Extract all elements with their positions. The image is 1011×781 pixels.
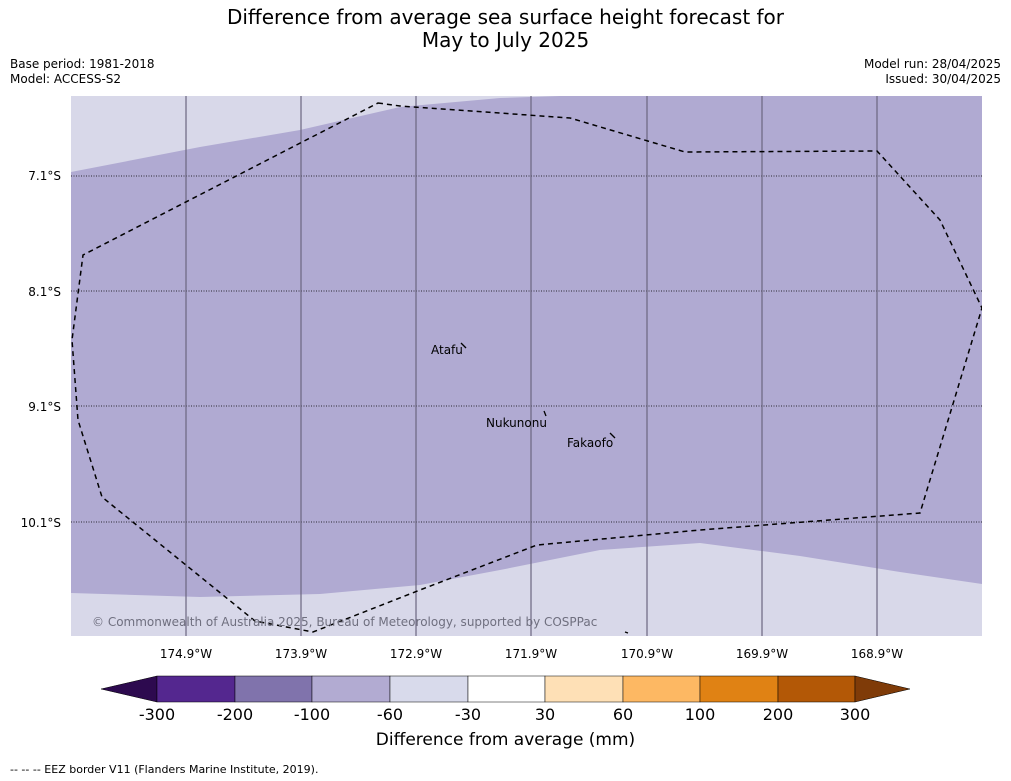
colorbar-swatch [100, 675, 158, 703]
lon-label: 174.9°W [160, 647, 212, 661]
map-title-line1: Difference from average sea surface heig… [226, 5, 785, 29]
model-run: Model run: 28/04/2025 [863, 57, 1001, 71]
colorbar-tick: -60 [377, 705, 403, 724]
colorbar-ticks: -300 -200 -100 -60 -30 30 60 100 200 300 [139, 705, 870, 724]
lon-label: 170.9°W [621, 647, 673, 661]
colorbar-swatches [100, 675, 911, 703]
place-labels: Atafu Nukunonu Fakaofo [431, 343, 613, 450]
colorbar-tick: 100 [685, 705, 716, 724]
lat-label: 8.1°S [28, 285, 61, 299]
meridians [185, 96, 878, 636]
place-label-fakaofo: Fakaofo [567, 436, 613, 450]
small-island [624, 631, 629, 634]
colorbar-swatch [544, 675, 624, 703]
lon-label: 171.9°W [505, 647, 557, 661]
copyright-notice: © Commonwealth of Australia 2025, Bureau… [92, 615, 597, 629]
eez-legend-footer: -- -- -- EEZ border V11 (Flanders Marine… [10, 763, 319, 776]
colorbar: -300 -200 -100 -60 -30 30 60 100 200 300 [100, 675, 911, 724]
map-title-line2: May to July 2025 [421, 28, 590, 52]
colorbar-tick: 60 [613, 705, 633, 724]
field-anomaly-band [71, 96, 982, 597]
colorbar-tick: -300 [139, 705, 175, 724]
islands [460, 342, 629, 634]
colorbar-swatch [622, 675, 701, 703]
base-period: Base period: 1981-2018 [10, 57, 155, 71]
colorbar-tick: -30 [455, 705, 481, 724]
colorbar-tick: -200 [217, 705, 253, 724]
latitude-labels: 7.1°S 8.1°S 9.1°S 10.1°S [21, 169, 61, 530]
colorbar-swatch [467, 675, 546, 703]
lon-label: 173.9°W [275, 647, 327, 661]
model-name: Model: ACCESS-S2 [10, 72, 122, 86]
place-label-nukunonu: Nukunonu [486, 416, 547, 430]
colorbar-title: Difference from average (mm) [375, 730, 636, 750]
atafu-island [460, 342, 467, 349]
map-panel: Atafu Nukunonu Fakaofo © Commonwealth of… [71, 96, 982, 636]
issued-date: Issued: 30/04/2025 [885, 72, 1001, 86]
colorbar-swatch [854, 675, 911, 703]
colorbar-swatch [156, 675, 236, 703]
map-title: Difference from average sea surface heig… [0, 6, 1011, 52]
lat-label: 9.1°S [28, 400, 61, 414]
colorbar-swatch [699, 675, 779, 703]
lon-label: 168.9°W [851, 647, 903, 661]
lat-label: 10.1°S [21, 516, 61, 530]
longitude-labels: 174.9°W 173.9°W 172.9°W 171.9°W 170.9°W … [160, 647, 903, 661]
colorbar-tick: 200 [763, 705, 794, 724]
meta-right: Model run: 28/04/2025 Issued: 30/04/2025 [864, 57, 1001, 87]
eez-border [71, 102, 982, 633]
colorbar-tick: 30 [535, 705, 555, 724]
colorbar-tick: -100 [294, 705, 330, 724]
colorbar-tick: 300 [840, 705, 871, 724]
lon-label: 172.9°W [390, 647, 442, 661]
graticule [71, 96, 982, 636]
nukunonu-island [543, 410, 547, 417]
colorbar-swatch [389, 675, 469, 703]
lat-label: 7.1°S [28, 169, 61, 183]
parallels [71, 175, 982, 523]
colorbar-swatch [234, 675, 313, 703]
colorbar-swatch [311, 675, 391, 703]
lon-label: 169.9°W [736, 647, 788, 661]
meta-left: Base period: 1981-2018 Model: ACCESS-S2 [10, 57, 155, 87]
fakaofo-island [609, 432, 616, 439]
place-label-atafu: Atafu [431, 343, 463, 357]
colorbar-swatch [777, 675, 856, 703]
